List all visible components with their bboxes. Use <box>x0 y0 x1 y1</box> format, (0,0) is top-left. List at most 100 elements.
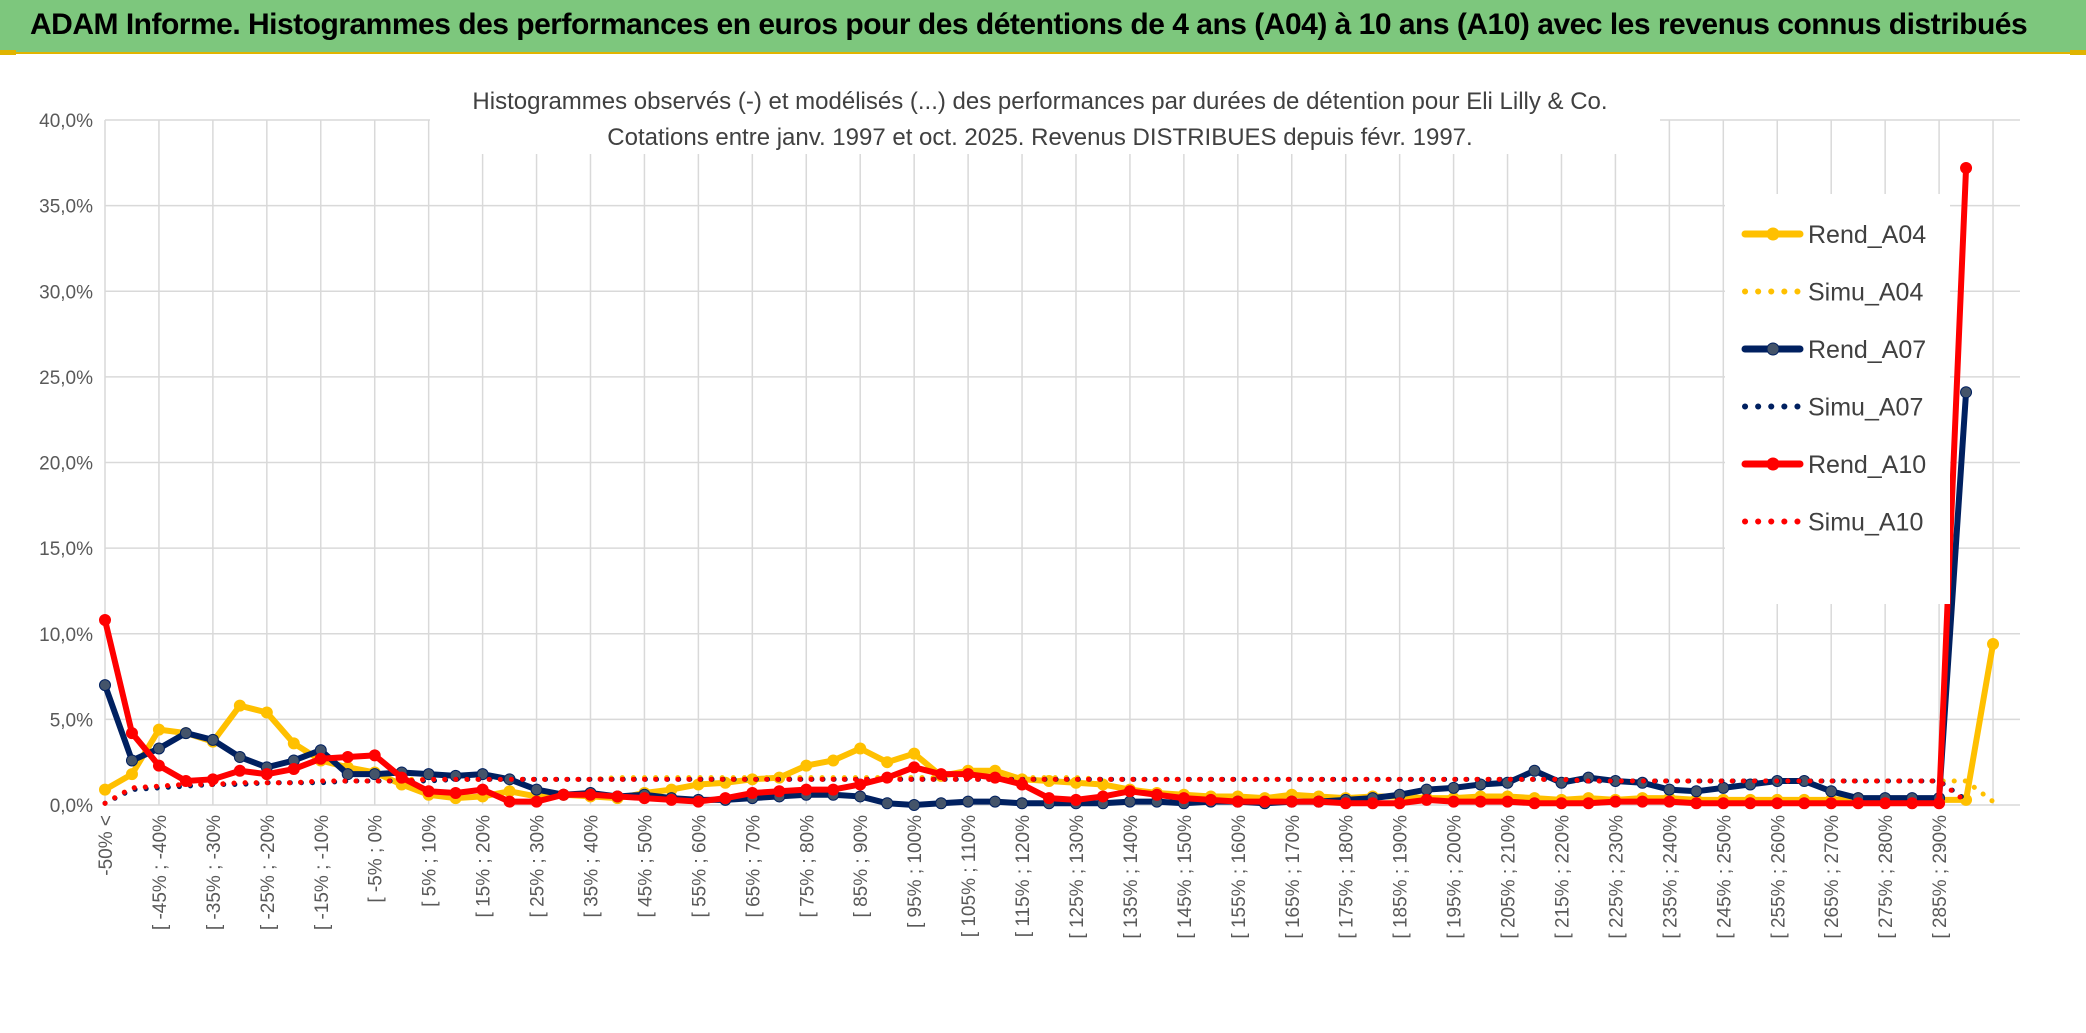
data-point-rend_a10 <box>1123 785 1136 798</box>
data-point-rend_a10 <box>557 788 570 801</box>
data-point-rend_a07 <box>1123 795 1136 808</box>
x-tick-label: [ 25% ; 30% <box>528 815 549 918</box>
data-point-rend_a10 <box>99 614 111 627</box>
data-point-rend_a04 <box>854 742 867 755</box>
data-point-rend_a07 <box>179 727 192 740</box>
y-tick-label: 25,0% <box>39 368 93 389</box>
x-tick-label: [ 35% ; 40% <box>581 815 602 918</box>
x-tick-label: [ 275% ; 280% <box>1876 815 1897 939</box>
data-point-rend_a10 <box>1447 795 1460 808</box>
legend-label-simu_a07: Simu_A07 <box>1808 394 1923 422</box>
y-tick-label: 20,0% <box>39 454 93 475</box>
data-point-rend_a10 <box>1690 797 1703 810</box>
x-tick-label: [ 15% ; 20% <box>474 815 495 918</box>
data-point-rend_a10 <box>287 763 300 776</box>
data-point-rend_a07 <box>881 797 894 810</box>
legend-label-rend_a07: Rend_A07 <box>1808 336 1926 364</box>
data-point-rend_a10 <box>1798 797 1811 810</box>
y-tick-label: 15,0% <box>39 539 93 560</box>
x-tick-label: [ 225% ; 230% <box>1606 815 1627 939</box>
data-point-rend_a10 <box>1285 795 1298 808</box>
data-point-rend_a10 <box>1420 793 1433 806</box>
y-tick-label: 0,0% <box>50 796 93 817</box>
data-point-rend_a07 <box>125 754 138 767</box>
x-tick-label: [ 155% ; 160% <box>1229 815 1250 939</box>
corner-accent-left <box>0 50 16 55</box>
x-tick-label: [ 215% ; 220% <box>1552 815 1573 939</box>
legend: Rend_A04 Simu_A04 Rend_A07 Simu_A07 Rend_A10… <box>1725 194 1950 604</box>
data-point-rend_a07 <box>1960 386 1973 399</box>
data-point-rend_a07 <box>908 799 921 811</box>
x-tick-label: [ 85% ; 90% <box>851 815 872 918</box>
data-point-rend_a07 <box>1717 781 1730 794</box>
header-bar: ADAM Informe. Histogrammes des performan… <box>0 0 2086 54</box>
data-point-rend_a10 <box>233 764 246 777</box>
data-point-rend_a10 <box>1501 795 1514 808</box>
data-point-rend_a10 <box>1636 795 1649 808</box>
data-point-rend_a10 <box>260 768 273 781</box>
title-backdrop <box>430 78 1660 154</box>
data-point-rend_a07 <box>1825 785 1838 798</box>
series-line-simu_a10 <box>102 776 1969 806</box>
data-point-rend_a10 <box>1043 792 1056 805</box>
data-point-rend_a04 <box>152 723 165 736</box>
y-tick-label: 40,0% <box>39 111 93 132</box>
y-axis: 0,0% 5,0% 10,0% 15,0% 20,0% 25,0% 30,0% 35,0% 40… <box>39 111 93 817</box>
chart-frame: 0,0% 5,0% 10,0% 15,0% 20,0% 25,0% 30,0% 35,0% 40… <box>0 54 2086 1033</box>
x-tick-label: [ 65% ; 70% <box>743 815 764 918</box>
x-tick-label: [ -15% ; -10% <box>312 815 333 930</box>
x-tick-label: [ 185% ; 190% <box>1391 815 1412 939</box>
data-point-rend_a10 <box>1177 792 1190 805</box>
data-point-rend_a07 <box>233 751 246 764</box>
data-point-rend_a07 <box>476 768 489 781</box>
data-point-rend_a04 <box>908 747 921 760</box>
legend-label-simu_a04: Simu_A04 <box>1808 279 1923 307</box>
data-point-rend_a07 <box>152 742 165 755</box>
chart-subtitle: Cotations entre janv. 1997 et oct. 2025.… <box>607 124 1472 151</box>
data-point-rend_a07 <box>1447 781 1460 794</box>
data-point-rend_a10 <box>476 783 489 796</box>
x-tick-label: [ 115% ; 120% <box>1013 815 1034 937</box>
x-tick-label: [ 285% ; 290% <box>1930 815 1951 939</box>
data-point-rend_a10 <box>611 790 624 803</box>
data-point-rend_a10 <box>1582 797 1595 810</box>
data-point-rend_a10 <box>1771 797 1784 810</box>
data-point-rend_a10 <box>1204 793 1217 806</box>
x-tick-label: [ -5% ; 0% <box>366 815 387 903</box>
data-point-rend_a07 <box>1663 783 1676 796</box>
data-point-rend_a10 <box>422 785 435 798</box>
data-point-rend_a10 <box>1312 795 1325 808</box>
page-title: ADAM Informe. Histogrammes des performan… <box>30 8 2028 41</box>
data-point-rend_a10 <box>746 787 759 800</box>
histogram-chart: 0,0% 5,0% 10,0% 15,0% 20,0% 25,0% 30,0% 35,0% 40… <box>39 78 2020 939</box>
data-point-rend_a07 <box>99 679 111 692</box>
x-tick-label: [ 265% ; 270% <box>1822 815 1843 939</box>
data-point-rend_a10 <box>1258 795 1271 808</box>
data-point-rend_a07 <box>854 790 867 803</box>
x-tick-label: [ 255% ; 260% <box>1768 815 1789 939</box>
x-tick-label: [ -45% ; -40% <box>150 815 171 930</box>
data-point-rend_a10 <box>1528 797 1541 810</box>
data-point-rend_a07 <box>530 783 543 796</box>
data-point-rend_a10 <box>1555 797 1568 810</box>
data-point-rend_a10 <box>341 751 354 764</box>
legend-label-rend_a10: Rend_A10 <box>1808 451 1926 479</box>
x-tick-label: [ 175% ; 180% <box>1337 815 1358 939</box>
data-point-rend_a04 <box>1987 638 2000 651</box>
data-point-rend_a10 <box>1609 795 1622 808</box>
data-point-rend_a10 <box>908 761 921 774</box>
data-point-rend_a10 <box>719 792 732 805</box>
data-point-rend_a10 <box>1933 797 1946 810</box>
data-point-rend_a04 <box>260 706 273 719</box>
data-point-rend_a07 <box>206 733 219 746</box>
data-point-rend_a07 <box>422 768 435 781</box>
data-point-rend_a10 <box>1744 797 1757 810</box>
x-axis: -50% < [ -45% ; -40% [ -35% ; -30% [ -25% ;… <box>96 815 1951 939</box>
x-tick-label: [ 135% ; 140% <box>1121 815 1142 939</box>
data-point-rend_a10 <box>1096 790 1109 803</box>
data-point-rend_a10 <box>1231 795 1244 808</box>
data-point-rend_a04 <box>125 768 138 781</box>
x-tick-label: [ 235% ; 240% <box>1660 815 1681 939</box>
data-point-rend_a10 <box>503 795 516 808</box>
chart-title: Histogrammes observés (-) et modélisés (… <box>472 88 1607 115</box>
